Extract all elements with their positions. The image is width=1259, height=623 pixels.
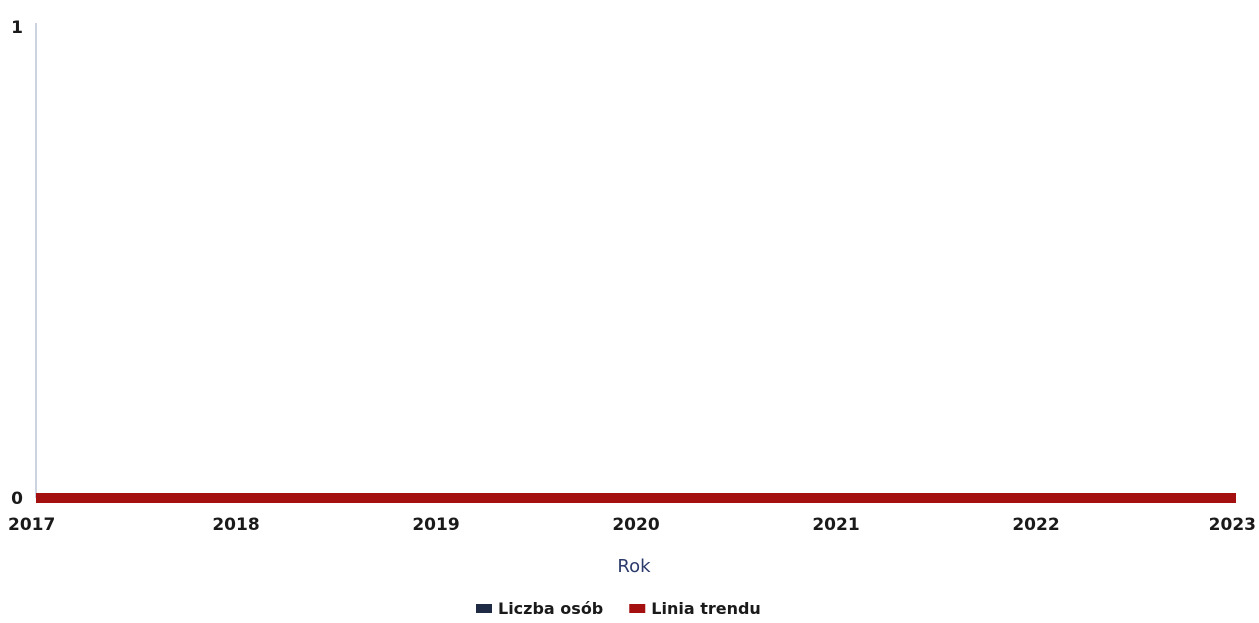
x-tick-label: 2022 [1012, 515, 1059, 535]
x-tick-label: 2017 [8, 515, 55, 535]
legend-item: Liczba osób [476, 599, 603, 618]
y-tick-label: 1 [11, 18, 23, 38]
x-tick-label: 2018 [212, 515, 259, 535]
x-axis-ticks: 2017 2018 2019 2020 2021 2022 2023 [8, 515, 1256, 535]
legend-label: Linia trendu [651, 599, 761, 618]
x-axis-title: Rok [617, 556, 651, 577]
y-tick-label: 0 [11, 489, 23, 509]
x-tick-label: 2019 [412, 515, 459, 535]
legend-label: Liczba osób [498, 599, 603, 618]
x-tick-label: 2020 [612, 515, 659, 535]
y-axis: 01 [11, 18, 37, 509]
legend-item: Linia trendu [629, 599, 761, 618]
legend: Liczba osób Linia trendu [476, 599, 761, 618]
legend-swatch [476, 604, 492, 613]
x-tick-label: 2021 [812, 515, 859, 535]
x-tick-label: 2023 [1209, 515, 1256, 535]
legend-swatch [629, 604, 646, 613]
